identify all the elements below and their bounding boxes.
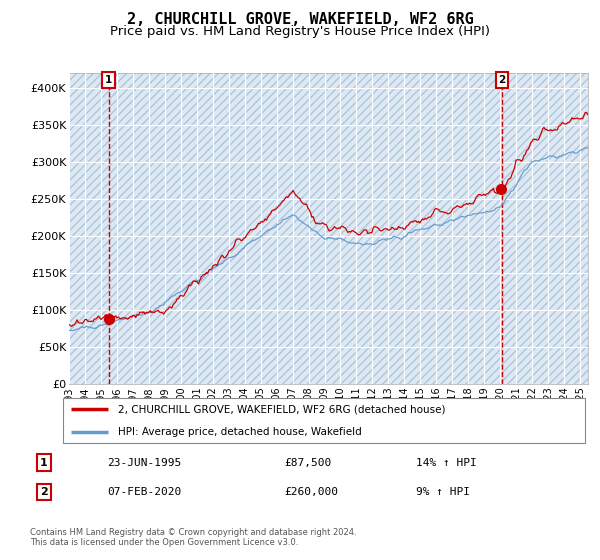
FancyBboxPatch shape: [62, 398, 586, 443]
Text: Contains HM Land Registry data © Crown copyright and database right 2024.
This d: Contains HM Land Registry data © Crown c…: [30, 528, 356, 547]
Text: 1: 1: [105, 75, 112, 85]
Text: Price paid vs. HM Land Registry's House Price Index (HPI): Price paid vs. HM Land Registry's House …: [110, 25, 490, 38]
Text: 1: 1: [40, 458, 47, 468]
Text: 23-JUN-1995: 23-JUN-1995: [107, 458, 182, 468]
Text: £87,500: £87,500: [284, 458, 331, 468]
Text: 2, CHURCHILL GROVE, WAKEFIELD, WF2 6RG (detached house): 2, CHURCHILL GROVE, WAKEFIELD, WF2 6RG (…: [118, 404, 446, 414]
Text: HPI: Average price, detached house, Wakefield: HPI: Average price, detached house, Wake…: [118, 427, 362, 437]
Text: 14% ↑ HPI: 14% ↑ HPI: [416, 458, 477, 468]
Text: 2, CHURCHILL GROVE, WAKEFIELD, WF2 6RG: 2, CHURCHILL GROVE, WAKEFIELD, WF2 6RG: [127, 12, 473, 27]
Text: £260,000: £260,000: [284, 487, 338, 497]
Text: 9% ↑ HPI: 9% ↑ HPI: [416, 487, 470, 497]
Text: 2: 2: [40, 487, 47, 497]
Text: 2: 2: [498, 75, 505, 85]
Text: 07-FEB-2020: 07-FEB-2020: [107, 487, 182, 497]
